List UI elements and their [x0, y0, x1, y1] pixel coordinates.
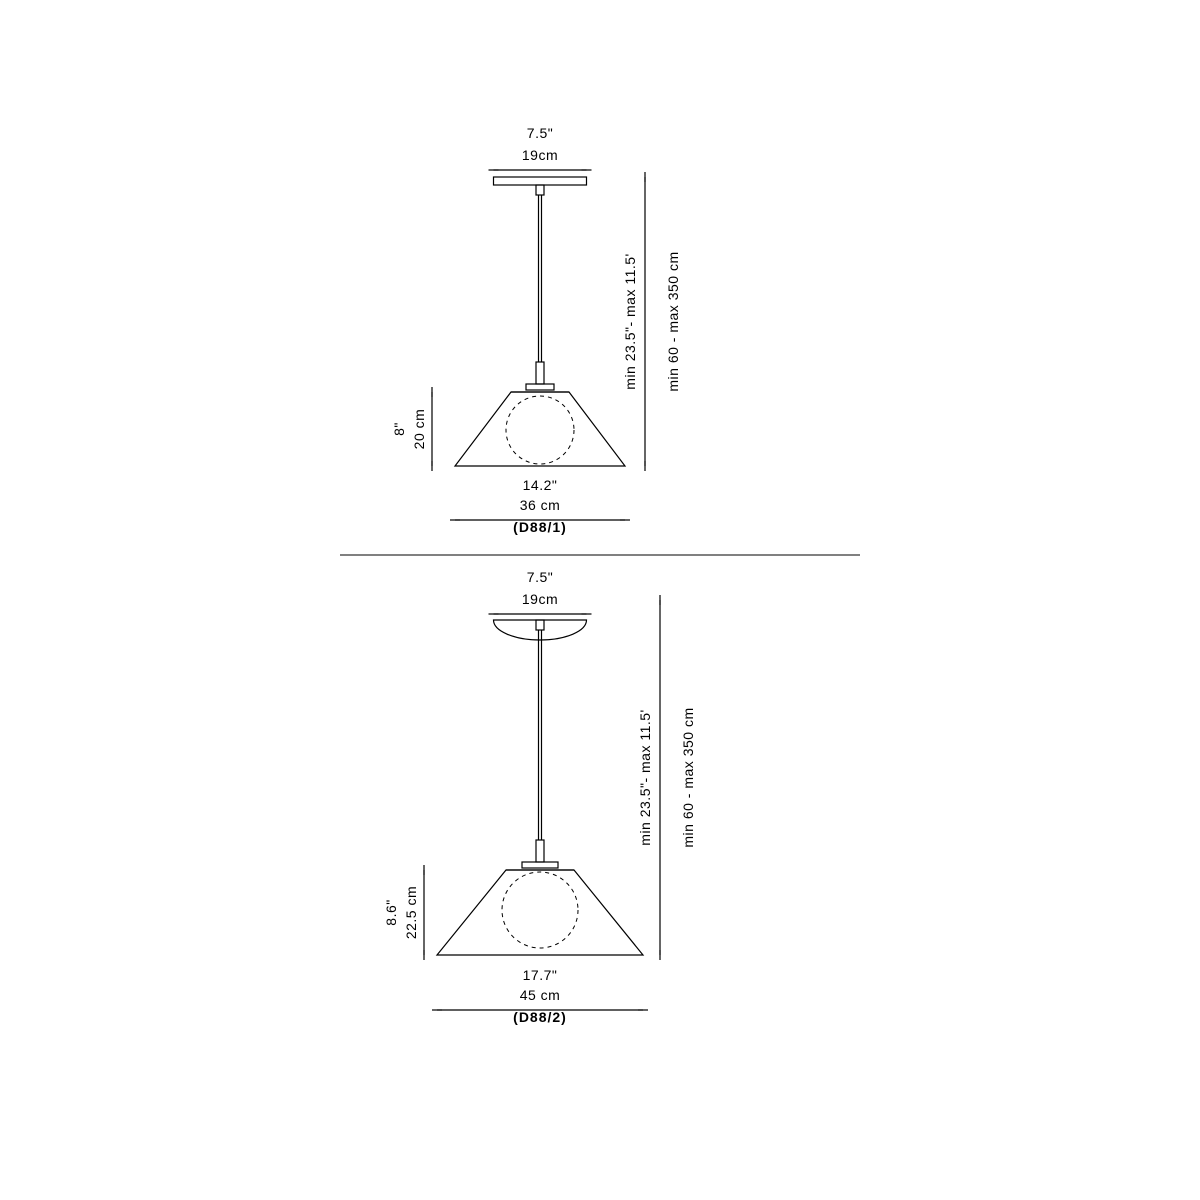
lamp1-shade-h-cm: 20 cm [411, 409, 427, 450]
lamp1-canopy-in: 7.5" [527, 125, 553, 141]
lamp2-shade-w-in: 17.7" [523, 967, 558, 983]
lamp1-shade-h-in: 8" [391, 422, 407, 436]
lamp2-canopy-cm: 19cm [522, 591, 558, 607]
lamp2-model: (D88/2) [513, 1009, 567, 1025]
lamp2-canopy-in: 7.5" [527, 569, 553, 585]
lamp2-drop-in: min 23.5"- max 11.5' [637, 709, 653, 845]
lamp2-shade-h-in: 8.6" [383, 899, 399, 925]
dimension-diagram: 7.5" 19cm 14.2" 36 cm (D88/1) 8" 20 cm min 23.5… [0, 0, 1200, 1200]
lamp1-shade-w-in: 14.2" [523, 477, 558, 493]
lamp2-drop-cm: min 60 - max 350 cm [680, 707, 696, 847]
lamp1-shade-w-cm: 36 cm [520, 497, 561, 513]
lamp1-canopy-cm: 19cm [522, 147, 558, 163]
lamp1-drop-in: min 23.5"- max 11.5' [622, 253, 638, 389]
lamp1-model: (D88/1) [513, 519, 567, 535]
lamp2-shade-w-cm: 45 cm [520, 987, 561, 1003]
lamp1-drop-cm: min 60 - max 350 cm [665, 251, 681, 391]
lamp2-shade-h-cm: 22.5 cm [403, 886, 419, 939]
